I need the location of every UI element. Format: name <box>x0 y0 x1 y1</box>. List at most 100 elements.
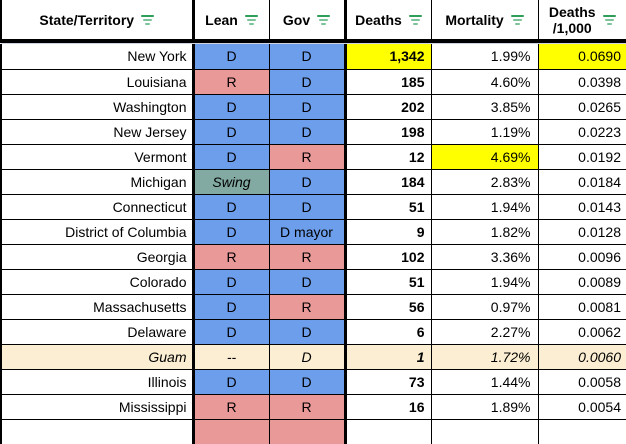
per-1000-cell[interactable]: 0.0096 <box>538 244 626 270</box>
per-1000-cell[interactable] <box>538 419 626 444</box>
mortality-cell[interactable]: 0.97% <box>431 294 539 320</box>
per-1000-cell[interactable]: 0.0398 <box>538 69 626 95</box>
lean-cell[interactable]: R <box>193 69 270 95</box>
per-1000-cell[interactable]: 0.0143 <box>538 194 626 220</box>
mortality-cell[interactable]: 2.27% <box>431 319 539 345</box>
state-cell[interactable]: Massachusetts <box>0 294 195 320</box>
deaths-cell[interactable]: 12 <box>345 144 432 170</box>
column-header-deaths-per-1000[interactable]: Deaths /1,000 <box>538 0 626 43</box>
deaths-cell[interactable]: 184 <box>345 169 432 195</box>
lean-cell[interactable]: D <box>193 94 270 120</box>
deaths-cell[interactable]: 51 <box>345 194 432 220</box>
filter-icon[interactable] <box>602 14 616 25</box>
lean-cell[interactable]: D <box>193 319 270 345</box>
gov-cell[interactable]: D <box>269 94 347 120</box>
mortality-cell[interactable]: 1.89% <box>431 394 539 420</box>
state-cell[interactable]: New Jersey <box>0 119 195 145</box>
mortality-cell[interactable]: 3.85% <box>431 94 539 120</box>
mortality-cell[interactable]: 1.72% <box>431 344 539 370</box>
per-1000-cell[interactable]: 0.0054 <box>538 394 626 420</box>
per-1000-cell[interactable]: 0.0058 <box>538 369 626 395</box>
state-cell[interactable]: Illinois <box>0 369 195 395</box>
state-cell[interactable]: District of Columbia <box>0 219 195 245</box>
gov-cell[interactable]: D <box>269 69 347 95</box>
gov-cell[interactable]: R <box>269 144 347 170</box>
filter-icon[interactable] <box>141 14 155 25</box>
deaths-cell[interactable]: 16 <box>345 394 432 420</box>
gov-cell[interactable]: R <box>269 294 347 320</box>
state-cell[interactable] <box>0 419 195 444</box>
deaths-cell[interactable]: 9 <box>345 219 432 245</box>
lean-cell[interactable]: D <box>193 194 270 220</box>
state-cell[interactable]: Washington <box>0 94 195 120</box>
deaths-cell[interactable]: 198 <box>345 119 432 145</box>
per-1000-cell[interactable]: 0.0128 <box>538 219 626 245</box>
lean-cell[interactable]: R <box>193 394 270 420</box>
per-1000-cell[interactable]: 0.0265 <box>538 94 626 120</box>
gov-cell[interactable]: D mayor <box>269 219 347 245</box>
state-cell[interactable]: Connecticut <box>0 194 195 220</box>
deaths-cell[interactable]: 51 <box>345 269 432 295</box>
lean-cell[interactable]: D <box>193 44 270 70</box>
mortality-cell[interactable]: 4.69% <box>431 144 539 170</box>
mortality-cell[interactable]: 1.99% <box>431 44 539 70</box>
filter-icon[interactable] <box>510 14 524 25</box>
deaths-cell[interactable]: 1 <box>345 344 432 370</box>
lean-cell[interactable] <box>193 419 270 444</box>
deaths-cell[interactable]: 56 <box>345 294 432 320</box>
column-header-state[interactable]: State/Territory <box>0 0 195 43</box>
per-1000-cell[interactable]: 0.0223 <box>538 119 626 145</box>
deaths-cell[interactable]: 1,342 <box>345 44 432 70</box>
deaths-cell[interactable]: 185 <box>345 69 432 95</box>
mortality-cell[interactable]: 1.94% <box>431 194 539 220</box>
mortality-cell[interactable]: 3.36% <box>431 244 539 270</box>
per-1000-cell[interactable]: 0.0690 <box>538 44 626 70</box>
lean-cell[interactable]: D <box>193 219 270 245</box>
state-cell[interactable]: Mississippi <box>0 394 195 420</box>
state-cell[interactable]: Vermont <box>0 144 195 170</box>
column-header-mortality[interactable]: Mortality <box>431 0 539 43</box>
mortality-cell[interactable]: 4.60% <box>431 69 539 95</box>
lean-cell[interactable]: Swing <box>193 169 270 195</box>
filter-icon[interactable] <box>244 14 258 25</box>
mortality-cell[interactable]: 1.82% <box>431 219 539 245</box>
per-1000-cell[interactable]: 0.0062 <box>538 319 626 345</box>
per-1000-cell[interactable]: 0.0081 <box>538 294 626 320</box>
column-header-deaths[interactable]: Deaths <box>345 0 432 43</box>
gov-cell[interactable]: D <box>269 319 347 345</box>
filter-icon[interactable] <box>317 14 331 25</box>
state-cell[interactable]: Colorado <box>0 269 195 295</box>
lean-cell[interactable]: -- <box>193 344 270 370</box>
column-header-gov[interactable]: Gov <box>269 0 347 43</box>
mortality-cell[interactable]: 1.19% <box>431 119 539 145</box>
gov-cell[interactable]: R <box>269 244 347 270</box>
lean-cell[interactable]: D <box>193 119 270 145</box>
per-1000-cell[interactable]: 0.0192 <box>538 144 626 170</box>
mortality-cell[interactable]: 1.94% <box>431 269 539 295</box>
deaths-cell[interactable]: 73 <box>345 369 432 395</box>
deaths-cell[interactable] <box>345 419 432 444</box>
gov-cell[interactable]: D <box>269 369 347 395</box>
state-cell[interactable]: Guam <box>0 344 195 370</box>
gov-cell[interactable]: D <box>269 194 347 220</box>
deaths-cell[interactable]: 102 <box>345 244 432 270</box>
state-cell[interactable]: Louisiana <box>0 69 195 95</box>
mortality-cell[interactable] <box>431 419 539 444</box>
lean-cell[interactable]: D <box>193 294 270 320</box>
state-cell[interactable]: Delaware <box>0 319 195 345</box>
column-header-lean[interactable]: Lean <box>193 0 270 43</box>
mortality-cell[interactable]: 1.44% <box>431 369 539 395</box>
gov-cell[interactable] <box>269 419 347 444</box>
gov-cell[interactable]: D <box>269 269 347 295</box>
per-1000-cell[interactable]: 0.0060 <box>538 344 626 370</box>
lean-cell[interactable]: D <box>193 144 270 170</box>
deaths-cell[interactable]: 202 <box>345 94 432 120</box>
deaths-cell[interactable]: 6 <box>345 319 432 345</box>
gov-cell[interactable]: D <box>269 344 347 370</box>
gov-cell[interactable]: R <box>269 394 347 420</box>
lean-cell[interactable]: R <box>193 244 270 270</box>
gov-cell[interactable]: D <box>269 169 347 195</box>
filter-icon[interactable] <box>408 14 422 25</box>
state-cell[interactable]: Michigan <box>0 169 195 195</box>
gov-cell[interactable]: D <box>269 119 347 145</box>
